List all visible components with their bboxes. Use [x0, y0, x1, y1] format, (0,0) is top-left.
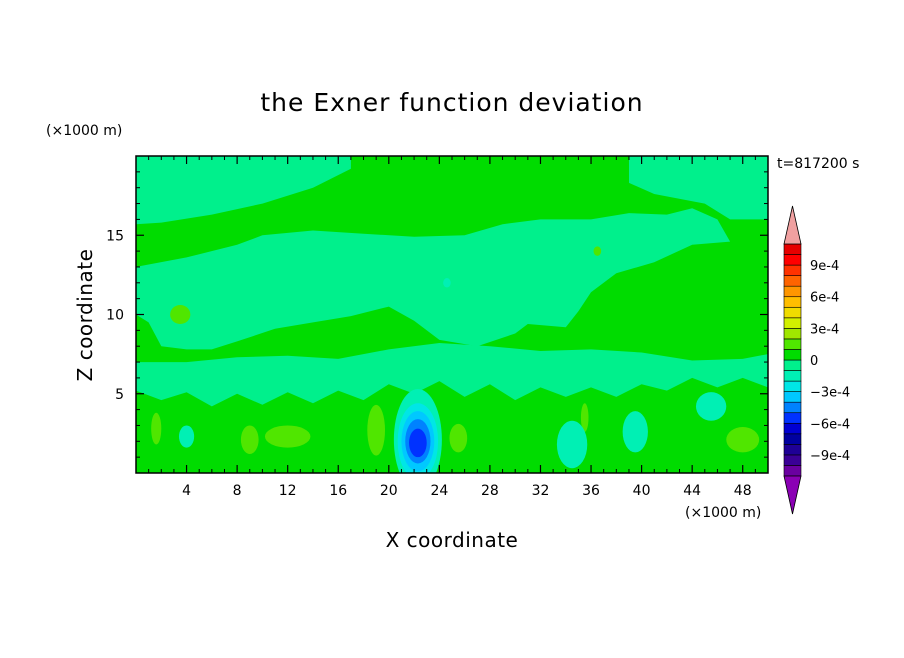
contour-region-22 — [443, 278, 451, 288]
x-tick-label: 8 — [233, 483, 242, 499]
colorbar-tick-label: 0 — [810, 354, 818, 369]
colorbar-segment — [783, 370, 802, 382]
x-tick-label: 28 — [481, 483, 499, 499]
x-tick-label: 40 — [633, 483, 651, 499]
y-axis: 5 10 15 — [106, 171, 768, 458]
colorbar-tick-label: −6e-4 — [810, 417, 850, 432]
contour-region-8 — [367, 404, 386, 456]
colorbar: 9e-4 6e-4 3e-4 0 −3e-4 −6e-4 −9e-4 — [783, 205, 850, 515]
plot-area — [136, 156, 768, 473]
y-tick-label: 15 — [106, 228, 124, 244]
colorbar-segment — [783, 380, 802, 392]
contour-region-1 — [136, 156, 351, 225]
colorbar-segment — [783, 306, 802, 319]
colorbar-segment — [783, 433, 802, 445]
colorbar-segment — [783, 391, 802, 403]
colorbar-under-triangle — [783, 475, 802, 515]
colorbar-tick-label: −9e-4 — [810, 449, 850, 464]
colorbar-segment — [783, 275, 802, 287]
contour-region-4 — [136, 343, 768, 407]
colorbar-segment — [783, 401, 802, 414]
y-tick-label: 10 — [106, 308, 124, 324]
colorbar-segment — [783, 328, 802, 340]
x-tick-label: 32 — [532, 483, 550, 499]
x-tick-label: 20 — [380, 483, 398, 499]
contour-region-3 — [136, 208, 731, 350]
chart-title: the Exner function deviation — [260, 88, 643, 117]
colorbar-tick-label: −3e-4 — [810, 386, 850, 401]
contour-region-23 — [593, 246, 602, 256]
x-tick-label: 4 — [182, 483, 191, 499]
x-tick-label: 48 — [734, 483, 752, 499]
contour-region-16 — [178, 425, 195, 448]
colorbar-tick-label: 6e-4 — [810, 291, 839, 306]
x-tick-label: 36 — [582, 483, 600, 499]
contour-region-10 — [726, 427, 760, 453]
colorbar-segment — [783, 296, 802, 308]
colorbar-segment — [783, 444, 802, 456]
contour-region-7 — [264, 425, 311, 448]
colorbar-segment — [783, 254, 802, 266]
time-label: t=817200 s — [777, 156, 859, 172]
colorbar-segment — [783, 454, 802, 466]
contour-region-13 — [556, 420, 588, 469]
colorbar-over-triangle — [783, 205, 802, 245]
y-axis-title: Z coordinate — [73, 249, 97, 382]
colorbar-segment — [783, 285, 802, 298]
colorbar-segment — [783, 338, 802, 350]
contour-region-2 — [629, 156, 768, 220]
y-tick-label: 5 — [115, 387, 124, 403]
contour-region-11 — [151, 412, 162, 445]
contour-region-21 — [409, 428, 427, 458]
colorbar-tick-label: 3e-4 — [810, 322, 839, 337]
colorbar-segment — [783, 359, 802, 371]
contour-region-9 — [449, 423, 468, 453]
contour-region-5 — [170, 304, 191, 325]
contour-region-12 — [580, 403, 589, 432]
colorbar-segment — [783, 422, 802, 435]
colorbar-segment — [783, 243, 802, 255]
y-unit-label: (×1000 m) — [46, 123, 122, 139]
colorbar-segment — [783, 349, 802, 361]
colorbar-segment — [783, 317, 802, 329]
contour-region-6 — [240, 425, 259, 454]
x-tick-label: 24 — [430, 483, 448, 499]
x-unit-label: (×1000 m) — [685, 505, 761, 521]
contour-region-15 — [695, 392, 727, 421]
colorbar-segment — [783, 412, 802, 424]
x-axis: 4 8 12 16 20 24 28 32 36 40 44 48 — [148, 156, 756, 499]
contour-region-14 — [622, 411, 648, 453]
x-tick-label: 12 — [279, 483, 297, 499]
colorbar-segment — [783, 264, 802, 276]
x-tick-label: 44 — [683, 483, 701, 499]
x-tick-label: 16 — [329, 483, 347, 499]
colorbar-tick-label: 9e-4 — [810, 259, 839, 274]
x-axis-title: X coordinate — [386, 528, 519, 552]
colorbar-segment — [783, 465, 802, 477]
